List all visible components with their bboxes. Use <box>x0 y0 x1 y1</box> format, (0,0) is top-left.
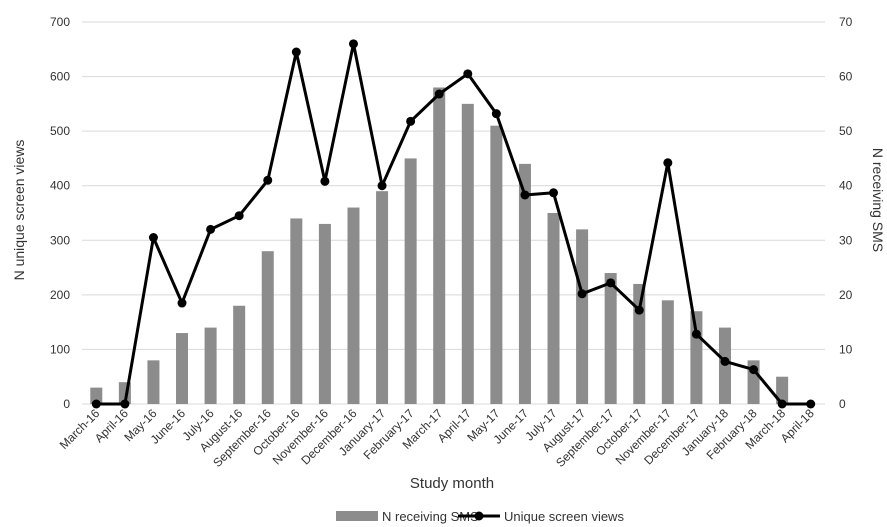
x-axis-title: Study month <box>410 475 494 492</box>
x-tick-label: March-16 <box>57 406 103 452</box>
bar <box>147 360 160 404</box>
y-right-tick-label: 60 <box>839 70 853 84</box>
line-point <box>549 188 559 198</box>
line-point <box>491 109 501 119</box>
line-point <box>806 399 816 409</box>
bar <box>518 163 531 404</box>
line-series <box>91 39 816 409</box>
bar <box>376 191 389 404</box>
bar <box>233 305 246 404</box>
y-left-tick-label: 300 <box>50 233 70 247</box>
bar <box>547 213 560 404</box>
line-point <box>691 329 701 339</box>
y-left-tick-label: 200 <box>50 288 70 302</box>
legend-label-line: Unique screen views <box>504 509 624 524</box>
bar-series <box>90 87 789 404</box>
bar <box>318 223 331 404</box>
bar <box>90 387 103 404</box>
line-point <box>463 69 473 79</box>
y-right-tick-label: 30 <box>839 233 853 247</box>
y-right-tick-label: 20 <box>839 288 853 302</box>
line-point <box>206 224 216 234</box>
line-point <box>663 158 673 168</box>
bar <box>176 333 189 404</box>
y-axis-right-ticks: 0 10 20 30 40 50 60 70 <box>839 15 853 411</box>
bar <box>290 218 303 404</box>
y-right-tick-label: 0 <box>839 397 846 411</box>
line-point <box>377 181 387 191</box>
y-right-tick-label: 40 <box>839 179 853 193</box>
line-point <box>320 176 330 186</box>
bar <box>661 300 674 404</box>
line-point <box>434 89 444 99</box>
y-right-tick-label: 70 <box>839 15 853 29</box>
bar <box>261 251 274 404</box>
bar <box>576 229 589 404</box>
series-line <box>96 42 811 406</box>
line-point <box>606 278 616 288</box>
line-point <box>749 365 759 375</box>
y-right-tick-label: 10 <box>839 342 853 356</box>
legend-swatch-marker <box>474 511 484 521</box>
y-left-tick-label: 100 <box>50 342 70 356</box>
line-point <box>148 233 158 243</box>
y-axis-left-title: N unique screen views <box>11 140 27 281</box>
line-point <box>777 399 787 409</box>
y-left-tick-label: 500 <box>50 124 70 138</box>
bar <box>490 125 503 404</box>
bar <box>633 283 646 404</box>
line-point <box>577 289 587 299</box>
line-point <box>263 175 273 185</box>
line-point <box>120 399 130 409</box>
line-point <box>520 190 530 200</box>
bar <box>404 158 417 404</box>
line-point <box>91 399 101 409</box>
legend-swatch-bar <box>336 511 378 521</box>
y-axis-right-title: N receiving SMS <box>870 148 886 252</box>
bar <box>433 87 446 404</box>
line-point <box>406 116 416 126</box>
y-left-tick-label: 400 <box>50 179 70 193</box>
line-point <box>234 211 244 221</box>
legend: N receiving SMS Unique screen views <box>336 509 624 524</box>
y-left-tick-label: 600 <box>50 70 70 84</box>
bar <box>204 327 217 404</box>
legend-label-bar: N receiving SMS <box>382 509 479 524</box>
bar <box>347 207 360 404</box>
line-point <box>177 298 187 308</box>
y-left-tick-label: 700 <box>50 15 70 29</box>
bar <box>776 376 789 404</box>
gridlines <box>82 21 825 405</box>
bar <box>604 273 617 404</box>
line-point <box>348 39 358 49</box>
line-point <box>720 356 730 366</box>
x-axis-ticks: March-16April-16May-16June-16July-16Augu… <box>57 406 817 470</box>
line-point <box>291 47 301 57</box>
line-point <box>634 305 644 315</box>
y-axis-left-ticks: 0 100 200 300 400 500 600 700 <box>50 15 70 411</box>
y-right-tick-label: 50 <box>839 124 853 138</box>
bar <box>461 103 474 404</box>
y-left-tick-label: 0 <box>63 397 70 411</box>
